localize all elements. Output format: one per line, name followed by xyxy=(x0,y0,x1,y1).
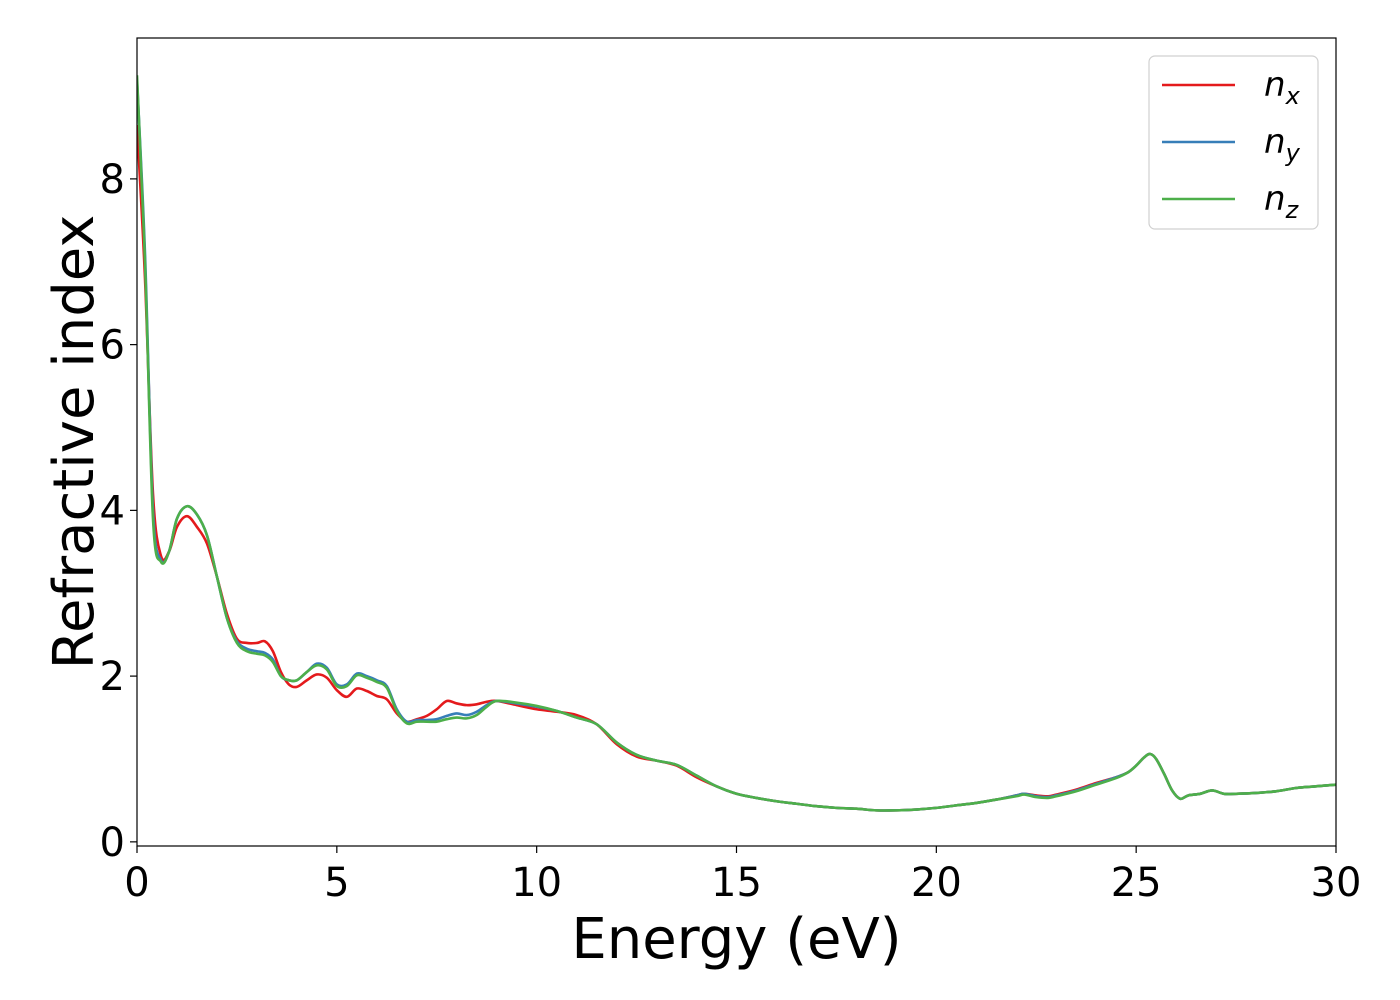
y-axis-ticks: 0 2 4 6 8 xyxy=(100,157,137,866)
y-axis-label: Refractive index xyxy=(42,215,107,670)
x-tick-label: 0 xyxy=(124,860,149,906)
y-tick-label: 0 xyxy=(100,820,125,866)
legend-label-nx: nx xyxy=(1264,65,1301,110)
x-axis-ticks: 0 5 10 15 20 25 30 xyxy=(124,846,1361,906)
legend: nx ny nz xyxy=(1148,55,1319,230)
x-tick-label: 25 xyxy=(1111,860,1162,906)
x-tick-label: 15 xyxy=(711,860,762,906)
legend-label-nz: nz xyxy=(1264,179,1300,224)
x-axis-label: Energy (eV) xyxy=(571,907,901,972)
y-tick-label: 2 xyxy=(100,654,125,700)
x-tick-label: 10 xyxy=(511,860,562,906)
x-tick-label: 30 xyxy=(1311,860,1362,906)
y-tick-label: 6 xyxy=(100,323,125,369)
plot-area xyxy=(137,75,1336,812)
y-tick-label: 4 xyxy=(100,488,125,534)
y-tick-label: 8 xyxy=(100,157,125,203)
legend-label-ny: ny xyxy=(1264,122,1301,167)
x-tick-label: 20 xyxy=(911,860,962,906)
series-line-nz xyxy=(137,75,1336,812)
x-tick-label: 5 xyxy=(324,860,349,906)
